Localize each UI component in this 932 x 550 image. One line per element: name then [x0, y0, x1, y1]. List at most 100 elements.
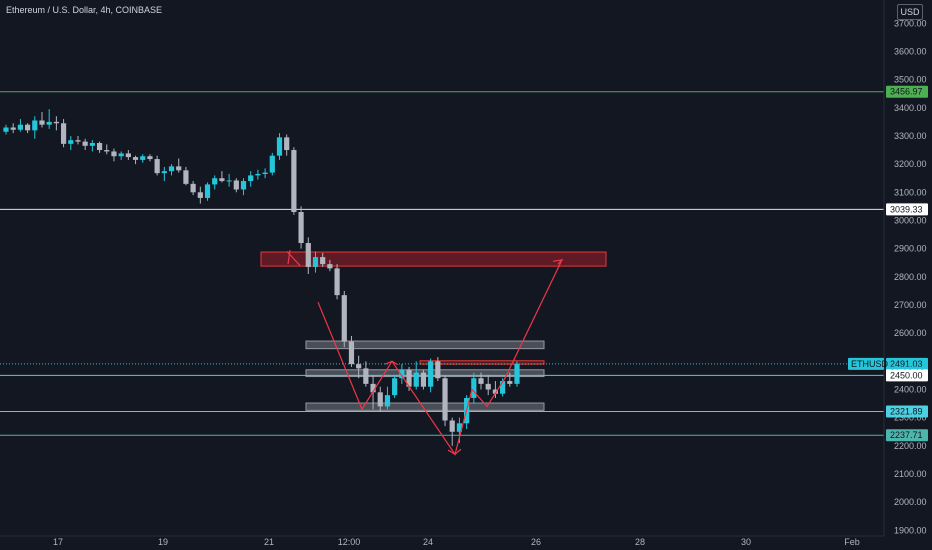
candle-body — [176, 166, 182, 171]
symbol-tag-label: ETHUSD — [851, 359, 889, 369]
candle-body — [514, 363, 520, 384]
candle-body — [406, 369, 412, 387]
price-tag-bg — [886, 429, 928, 442]
red-thin-zone — [419, 360, 545, 365]
symbol-tag-bg — [848, 357, 884, 370]
price-tag-label: 2237.71 — [890, 430, 923, 440]
y-tick-label: 2600.00 — [894, 328, 927, 338]
price-tag-label: 2321.89 — [890, 407, 923, 417]
arrowhead-mid — [384, 360, 399, 366]
price-tag-label: 2491.03 — [890, 359, 923, 369]
candle-body — [269, 155, 275, 173]
candle-body — [104, 150, 110, 152]
x-tick-label: 19 — [158, 537, 168, 547]
candle-body — [507, 381, 513, 384]
y-tick-label: 3400.00 — [894, 103, 927, 113]
candle-body — [140, 156, 146, 160]
candle-body — [32, 120, 38, 131]
candle-body — [24, 124, 31, 131]
candles — [3, 109, 520, 446]
price-tag-bg — [886, 369, 928, 382]
candle-body — [154, 159, 160, 174]
candle-body — [320, 257, 326, 265]
y-tick-label: 3100.00 — [894, 187, 927, 197]
candle-body — [3, 127, 9, 132]
candle-body — [327, 264, 333, 269]
candle-body — [298, 212, 304, 244]
candle-body — [17, 124, 23, 130]
candle-body — [255, 173, 261, 176]
candle-body — [125, 153, 131, 158]
candle-body — [478, 378, 484, 384]
candle-body — [111, 151, 117, 157]
currency-button[interactable]: USD — [897, 4, 923, 20]
candle-body — [284, 137, 290, 151]
price-tag-bg — [886, 85, 928, 98]
price-tag-bg — [886, 203, 928, 216]
candle-body — [147, 156, 153, 160]
candle-body — [161, 171, 167, 174]
y-tick-label: 2300.00 — [894, 413, 927, 423]
candle-body — [204, 184, 211, 198]
candle-body — [399, 369, 405, 379]
y-tick-label: 3700.00 — [894, 18, 927, 28]
candle-body — [291, 150, 297, 213]
candle-body — [420, 372, 427, 387]
candle-body — [183, 170, 189, 184]
candle-body — [60, 123, 67, 144]
price-tag-label: 3456.97 — [890, 87, 923, 97]
candle-body — [53, 121, 59, 124]
candle-body — [341, 295, 347, 342]
y-tick-label: 3500.00 — [894, 75, 927, 85]
candle-body — [212, 178, 218, 185]
candle-body — [75, 140, 81, 142]
x-tick-label: 26 — [531, 537, 541, 547]
candle-body — [89, 143, 95, 146]
x-tick-label: 21 — [264, 537, 274, 547]
candle-body — [348, 341, 355, 365]
candle-body — [118, 153, 124, 157]
candle-body — [262, 172, 268, 174]
candle-body — [197, 192, 203, 198]
x-tick-label: Feb — [844, 537, 860, 547]
candle-body — [449, 420, 455, 432]
projection-path — [317, 259, 563, 456]
y-tick-label: 3300.00 — [894, 131, 927, 141]
candle-body — [492, 389, 499, 394]
candle-body — [305, 243, 311, 267]
x-tick-label: 28 — [635, 537, 645, 547]
y-tick-label: 2900.00 — [894, 244, 927, 254]
candle-body — [248, 175, 254, 182]
y-tick-label: 2100.00 — [894, 469, 927, 479]
price-tag-label: 3039.33 — [890, 204, 923, 214]
candle-body — [413, 372, 419, 387]
chart-title: Ethereum / U.S. Dollar, 4h, COINBASE — [6, 5, 163, 15]
candle-body — [500, 381, 506, 394]
candle-body — [96, 143, 103, 151]
candle-body — [377, 392, 383, 407]
candle-body — [435, 361, 441, 379]
candle-body — [356, 364, 362, 369]
candle-body — [240, 181, 247, 190]
candle-body — [219, 178, 225, 182]
candle-body — [10, 127, 16, 130]
arrowhead-bottom — [447, 448, 462, 456]
price-tag-bg — [886, 405, 928, 418]
candle-body — [190, 183, 196, 193]
y-tick-label: 1900.00 — [894, 525, 927, 535]
y-tick-label: 3600.00 — [894, 46, 927, 56]
price-tags: 3456.973039.332491.0301:16:192450.002321… — [848, 85, 928, 442]
gray-zone-top — [305, 340, 545, 350]
x-tick-label: 24 — [423, 537, 433, 547]
resistance-zone — [260, 251, 607, 267]
candle-body — [233, 180, 239, 190]
y-tick-label: 2200.00 — [894, 441, 927, 451]
candle-body — [276, 137, 283, 156]
candle-body — [392, 378, 398, 396]
candle-body — [312, 257, 319, 267]
y-tick-label: 2400.00 — [894, 385, 927, 395]
price-tag-label: 2450.00 — [890, 370, 923, 380]
y-tick-label: 2700.00 — [894, 300, 927, 310]
